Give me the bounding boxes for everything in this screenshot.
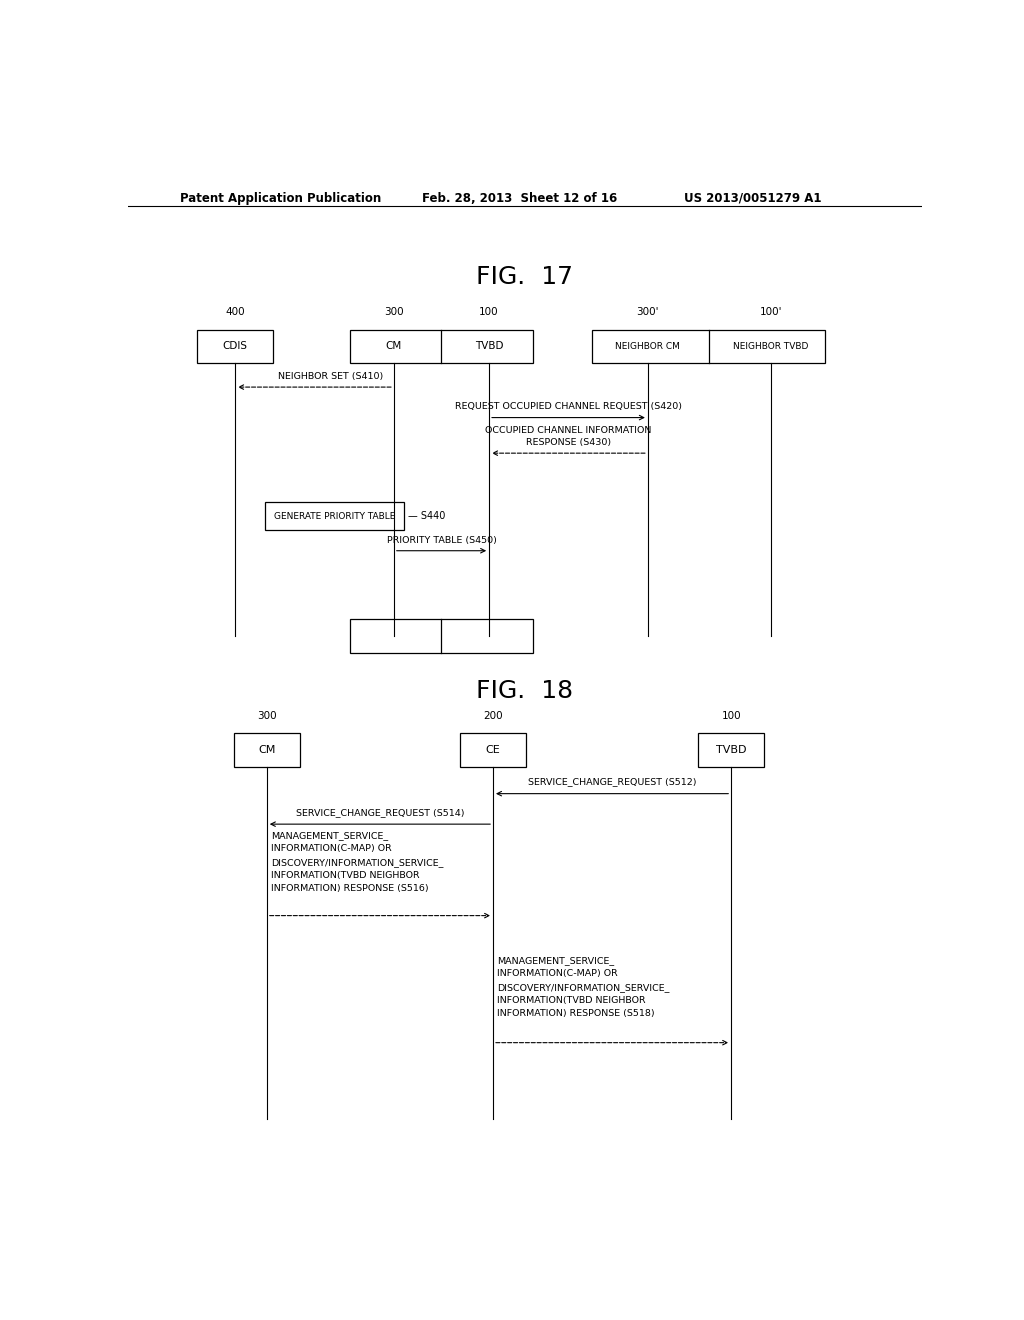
Text: NEIGHBOR CM: NEIGHBOR CM (615, 342, 680, 351)
Bar (460, 733, 526, 767)
Text: INFORMATION(C-MAP) OR: INFORMATION(C-MAP) OR (497, 969, 617, 978)
Text: US 2013/0051279 A1: US 2013/0051279 A1 (684, 191, 821, 205)
Bar (197, 330, 273, 363)
Text: GENERATE PRIORITY TABLE: GENERATE PRIORITY TABLE (273, 512, 395, 520)
Text: RESPONSE (S430): RESPONSE (S430) (526, 438, 611, 447)
Text: TVBD: TVBD (716, 744, 746, 755)
Text: NEIGHBOR SET (S410): NEIGHBOR SET (S410) (278, 372, 383, 381)
Bar (350, 330, 532, 363)
Text: INFORMATION(C-MAP) OR: INFORMATION(C-MAP) OR (270, 845, 391, 854)
Text: NEIGHBOR TVBD: NEIGHBOR TVBD (733, 342, 809, 351)
Text: DISCOVERY/INFORMATION_SERVICE_: DISCOVERY/INFORMATION_SERVICE_ (270, 858, 443, 867)
Text: Patent Application Publication: Patent Application Publication (179, 191, 381, 205)
Text: PRIORITY TABLE (S450): PRIORITY TABLE (S450) (386, 536, 497, 545)
Text: CDIS: CDIS (222, 342, 248, 351)
Text: TVBD: TVBD (475, 342, 504, 351)
Text: Feb. 28, 2013  Sheet 12 of 16: Feb. 28, 2013 Sheet 12 of 16 (422, 191, 616, 205)
Text: FIG.  18: FIG. 18 (476, 678, 573, 702)
Text: CM: CM (258, 744, 275, 755)
Text: MANAGEMENT_SERVICE_: MANAGEMENT_SERVICE_ (497, 956, 614, 965)
Bar (350, 619, 532, 653)
Text: 400: 400 (225, 308, 245, 318)
Text: SERVICE_CHANGE_REQUEST (S512): SERVICE_CHANGE_REQUEST (S512) (527, 777, 696, 787)
Text: — S440: — S440 (408, 511, 445, 521)
Text: 100: 100 (479, 308, 499, 318)
Text: 100: 100 (721, 711, 741, 721)
Text: 300: 300 (384, 308, 403, 318)
Text: CE: CE (485, 744, 501, 755)
Text: SERVICE_CHANGE_REQUEST (S514): SERVICE_CHANGE_REQUEST (S514) (296, 808, 465, 817)
Text: 300': 300' (637, 308, 659, 318)
Text: INFORMATION) RESPONSE (S518): INFORMATION) RESPONSE (S518) (497, 1008, 654, 1018)
Text: 200: 200 (483, 711, 503, 721)
Text: REQUEST OCCUPIED CHANNEL REQUEST (S420): REQUEST OCCUPIED CHANNEL REQUEST (S420) (455, 403, 682, 412)
Bar (592, 330, 824, 363)
Text: CM: CM (386, 342, 402, 351)
Bar (233, 733, 300, 767)
Bar (265, 502, 403, 531)
Bar (697, 733, 765, 767)
Text: INFORMATION) RESPONSE (S516): INFORMATION) RESPONSE (S516) (270, 884, 428, 894)
Text: OCCUPIED CHANNEL INFORMATION: OCCUPIED CHANNEL INFORMATION (485, 426, 651, 434)
Text: DISCOVERY/INFORMATION_SERVICE_: DISCOVERY/INFORMATION_SERVICE_ (497, 982, 670, 991)
Text: 100': 100' (760, 308, 782, 318)
Text: INFORMATION(TVBD NEIGHBOR: INFORMATION(TVBD NEIGHBOR (270, 871, 420, 880)
Text: INFORMATION(TVBD NEIGHBOR: INFORMATION(TVBD NEIGHBOR (497, 995, 646, 1005)
Text: MANAGEMENT_SERVICE_: MANAGEMENT_SERVICE_ (270, 832, 388, 841)
Text: FIG.  17: FIG. 17 (476, 265, 573, 289)
Text: 300: 300 (257, 711, 276, 721)
